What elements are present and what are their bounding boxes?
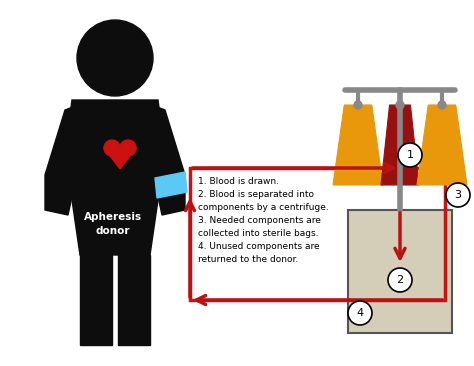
Polygon shape bbox=[145, 105, 185, 215]
Circle shape bbox=[446, 183, 470, 207]
Text: 4: 4 bbox=[356, 308, 364, 318]
Circle shape bbox=[120, 140, 136, 156]
Polygon shape bbox=[68, 100, 162, 255]
Circle shape bbox=[398, 143, 422, 167]
Polygon shape bbox=[417, 105, 467, 185]
Text: Apheresis
donor: Apheresis donor bbox=[84, 212, 142, 236]
FancyBboxPatch shape bbox=[348, 210, 452, 333]
Text: 1: 1 bbox=[407, 150, 413, 160]
Polygon shape bbox=[118, 255, 150, 345]
Text: 2: 2 bbox=[396, 275, 403, 285]
Polygon shape bbox=[80, 255, 112, 345]
Circle shape bbox=[396, 101, 404, 109]
Polygon shape bbox=[333, 105, 383, 185]
Circle shape bbox=[388, 268, 412, 292]
Polygon shape bbox=[155, 172, 187, 198]
Text: 1. Blood is drawn.
2. Blood is separated into
components by a centrifuge.
3. Nee: 1. Blood is drawn. 2. Blood is separated… bbox=[198, 177, 329, 264]
Text: 3: 3 bbox=[455, 190, 462, 200]
Circle shape bbox=[77, 20, 153, 96]
Circle shape bbox=[348, 301, 372, 325]
Circle shape bbox=[438, 101, 446, 109]
Circle shape bbox=[354, 101, 362, 109]
Circle shape bbox=[104, 140, 120, 156]
Polygon shape bbox=[45, 105, 85, 215]
Polygon shape bbox=[104, 148, 136, 169]
Polygon shape bbox=[381, 105, 419, 185]
